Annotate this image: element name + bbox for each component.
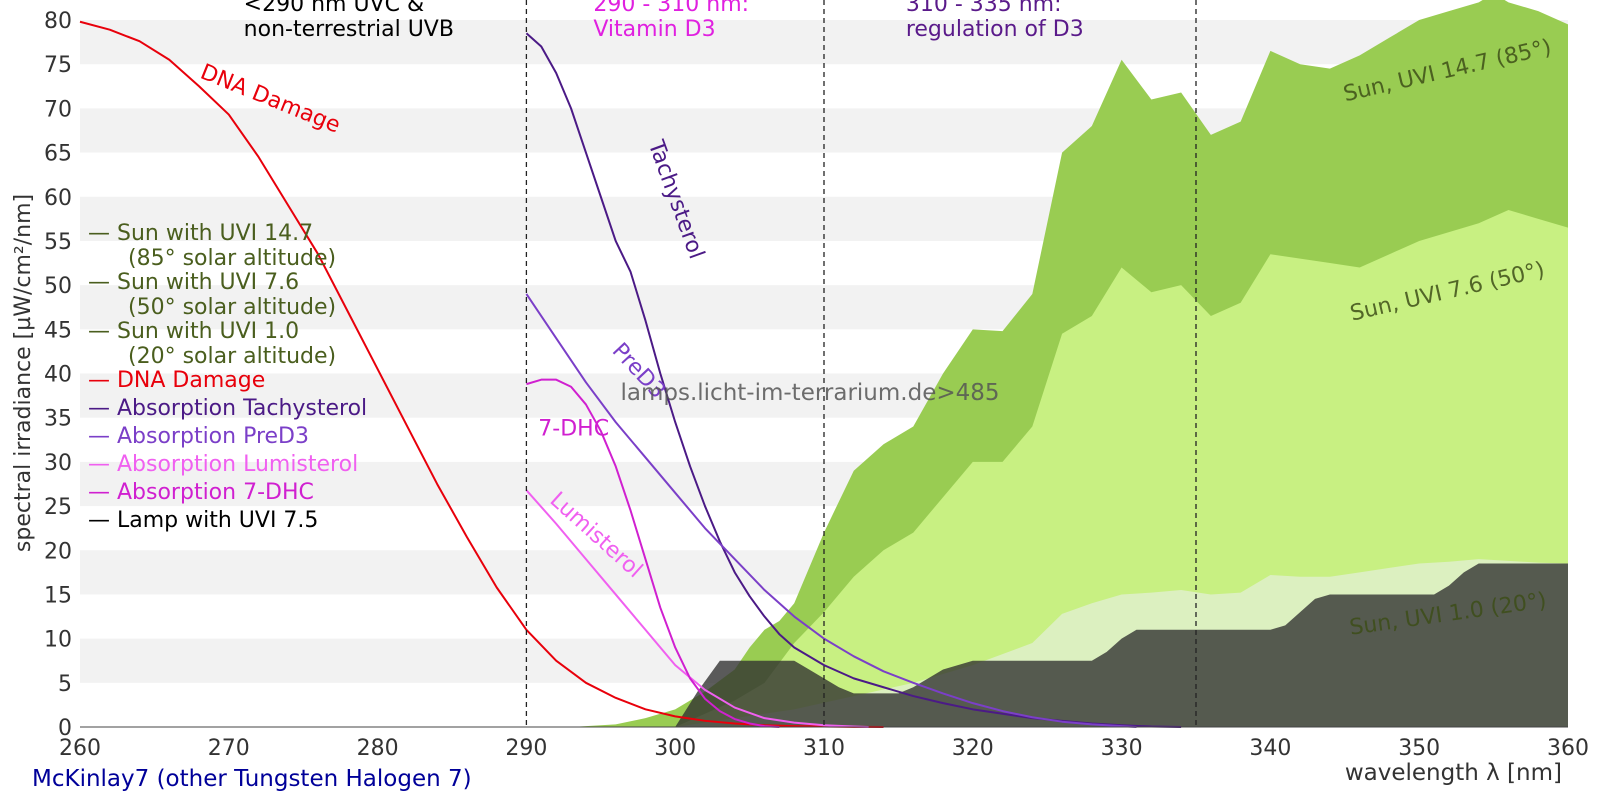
y-tick-label: 45 [44,318,72,343]
y-tick-label: 20 [44,539,72,564]
x-tick-label: 310 [803,736,845,761]
x-tick-label: 320 [952,736,994,761]
x-axis: 260 270 280 290 300 310 320 330 340 350 360 [59,726,1589,761]
y-tick-label: 65 [44,142,72,167]
legend-entry: (85° solar altitude) [128,246,336,271]
y-tick-label: 55 [44,230,72,255]
line-tachysterol [525,32,1182,728]
legend-entry: — Sun with UVI 1.0 [88,319,299,344]
legend-entry: — Sun with UVI 14.7 [88,221,313,246]
y-tick-label: 60 [44,186,72,211]
x-tick-label: 330 [1101,736,1143,761]
legend-entry: — Lamp with UVI 7.5 [88,508,318,533]
x-tick-label: 290 [505,736,547,761]
region-label-line: 290 - 310 nm: [593,0,749,17]
x-tick-label: 350 [1398,736,1440,761]
y-tick-label: 0 [58,716,72,741]
area-lamp-with-uvi-7-5 [675,563,1568,727]
legend: — Sun with UVI 14.7(85° solar altitude)—… [88,221,367,533]
region-label-line: non-terrestrial UVB [244,17,454,42]
y-tick-label: 50 [44,274,72,299]
legend-entry: — DNA Damage [88,368,265,393]
x-axis-label: wavelength λ [nm] [1345,760,1562,786]
legend-entry: — Absorption Tachysterol [88,396,367,421]
line-7-dhc [526,378,780,728]
region-label-line: Vitamin D3 [593,17,715,42]
legend-entry: (20° solar altitude) [128,344,336,369]
region-label-line: 310 - 335 nm: [906,0,1062,17]
series-label-7-dhc: 7-DHC [538,416,609,441]
region-divider-lines [525,0,1197,727]
region-label-line: regulation of D3 [906,17,1084,42]
y-tick-label: 80 [44,9,72,34]
y-tick-label: 30 [44,451,72,476]
legend-entry: — Sun with UVI 7.6 [88,270,299,295]
legend-entry: — Absorption 7-DHC [88,480,314,505]
x-tick-label: 260 [59,736,101,761]
region-labels: <290 nm UVC &non-terrestrial UVB 290 - 31… [244,0,1084,42]
line-pred3 [525,293,1137,728]
legend-entry: (50° solar altitude) [128,295,336,320]
footer-caption: McKinlay7 (other Tungsten Halogen 7) [32,766,472,792]
line-series [79,20,1182,728]
area-series [571,0,1568,728]
region-label-line: <290 nm UVC & [244,0,424,17]
y-tick-label: 5 [58,672,72,697]
y-axis-label: spectral irradiance [µW/cm²/nm] [11,194,36,552]
y-tick-label: 35 [44,407,72,432]
y-tick-label: 40 [44,363,72,388]
y-axis: 0 5 10 15 20 25 30 35 40 45 50 55 60 65 70 75 80 [44,9,72,741]
legend-entry: — Absorption Lumisterol [88,452,358,477]
x-tick-label: 270 [208,736,250,761]
y-tick-label: 75 [44,53,72,78]
watermark: lamps.licht-im-terrarium.de>485 [620,380,999,406]
x-tick-label: 360 [1547,736,1589,761]
x-tick-label: 340 [1249,736,1291,761]
x-tick-label: 300 [654,736,696,761]
legend-entry: — Absorption PreD3 [88,424,309,449]
y-tick-label: 25 [44,495,72,520]
y-tick-label: 10 [44,628,72,653]
y-tick-label: 15 [44,583,72,608]
x-tick-label: 280 [357,736,399,761]
line-lumisterol [525,489,869,728]
y-tick-label: 70 [44,97,72,122]
